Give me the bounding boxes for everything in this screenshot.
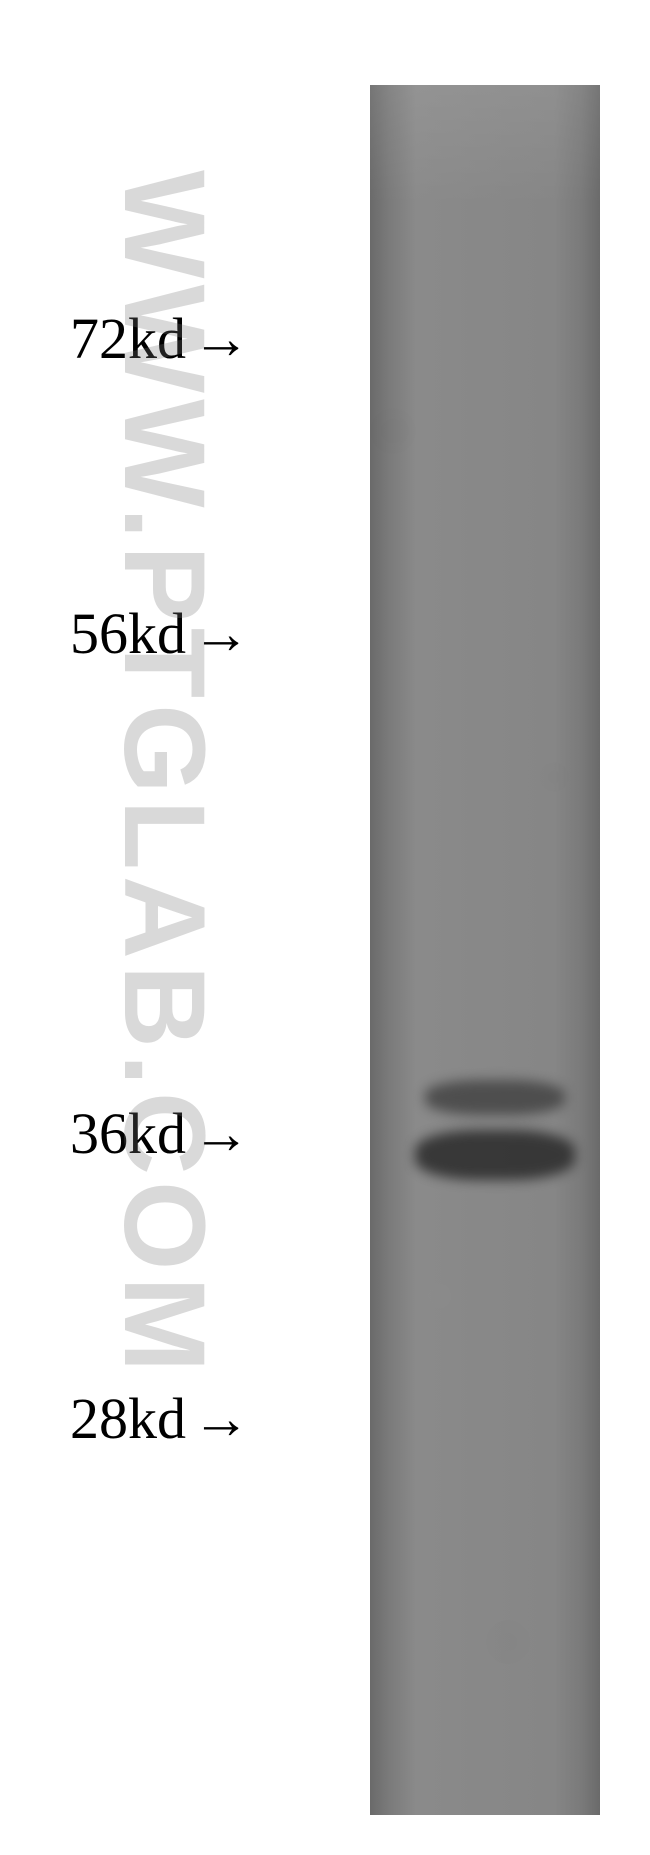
marker-72kd: 72kd→: [70, 305, 250, 372]
blot-figure: 72kd→ 56kd→ 36kd→ 28kd→ WWW.PTGLAB.COM: [0, 0, 650, 1855]
gel-lane: [370, 85, 600, 1815]
arrow-icon: →: [192, 310, 250, 368]
arrow-icon: →: [192, 605, 250, 663]
protein-band-upper: [425, 1080, 565, 1115]
marker-label-text: 72kd: [70, 305, 186, 372]
lane-texture: [370, 85, 600, 1815]
arrow-icon: →: [192, 1390, 250, 1448]
marker-28kd: 28kd→: [70, 1385, 250, 1452]
arrow-icon: →: [192, 1105, 250, 1163]
marker-label-text: 28kd: [70, 1385, 186, 1452]
marker-56kd: 56kd→: [70, 600, 250, 667]
protein-band-main: [415, 1130, 575, 1180]
marker-label-text: 56kd: [70, 600, 186, 667]
marker-label-text: 36kd: [70, 1100, 186, 1167]
marker-36kd: 36kd→: [70, 1100, 250, 1167]
